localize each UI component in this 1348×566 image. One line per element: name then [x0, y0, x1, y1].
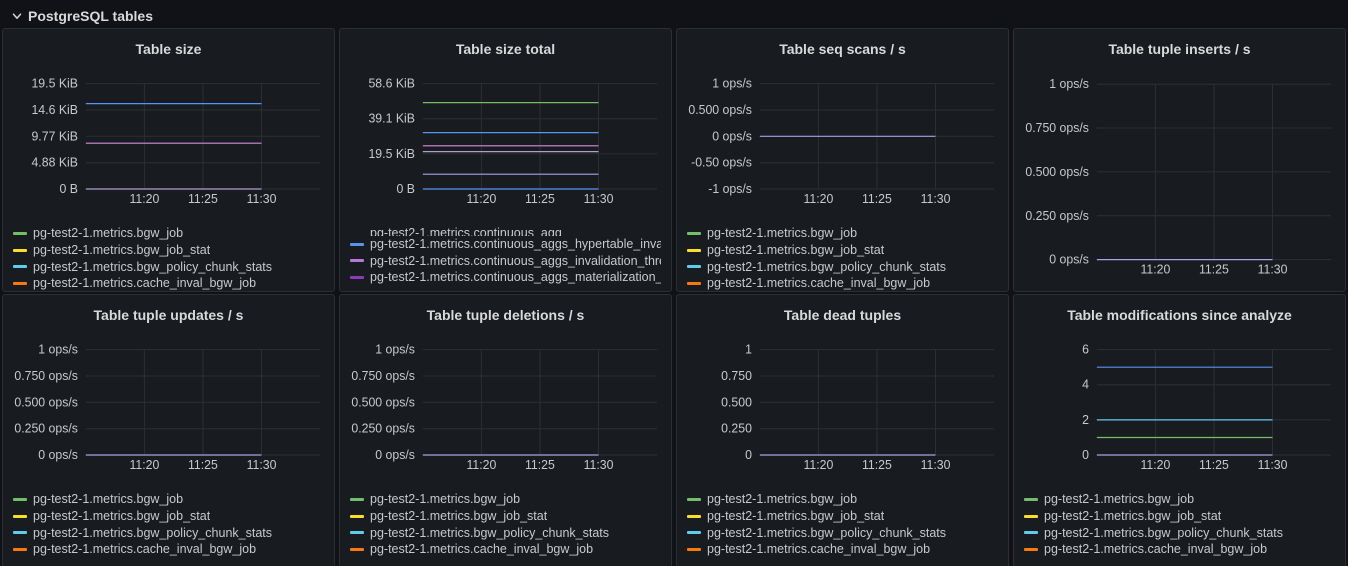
svg-text:0 ops/s: 0 ops/s	[38, 448, 78, 462]
svg-text:19.5 KiB: 19.5 KiB	[368, 147, 414, 161]
svg-text:11:25: 11:25	[525, 192, 555, 206]
svg-text:1 ops/s: 1 ops/s	[712, 77, 752, 91]
svg-text:0: 0	[745, 448, 752, 462]
svg-text:11:25: 11:25	[862, 192, 892, 206]
svg-text:0.500: 0.500	[721, 395, 752, 409]
svg-text:11:25: 11:25	[188, 192, 218, 206]
svg-text:11:25: 11:25	[1199, 263, 1229, 277]
svg-text:14.6 KiB: 14.6 KiB	[31, 103, 77, 117]
svg-text:0 B: 0 B	[396, 182, 414, 196]
svg-text:11:25: 11:25	[188, 458, 218, 472]
svg-text:11:25: 11:25	[862, 458, 892, 472]
svg-text:11:20: 11:20	[129, 192, 159, 206]
svg-text:0.750 ops/s: 0.750 ops/s	[14, 369, 78, 383]
svg-text:0 ops/s: 0 ops/s	[1049, 253, 1089, 267]
svg-text:11:20: 11:20	[466, 458, 496, 472]
svg-text:11:20: 11:20	[466, 192, 496, 206]
svg-text:11:25: 11:25	[1199, 458, 1229, 472]
svg-text:0.750: 0.750	[721, 369, 752, 383]
svg-text:58.6 KiB: 58.6 KiB	[368, 77, 414, 91]
svg-text:-1 ops/s: -1 ops/s	[708, 182, 752, 196]
svg-text:0 B: 0 B	[59, 182, 77, 196]
svg-text:0.750 ops/s: 0.750 ops/s	[351, 369, 415, 383]
svg-text:11:30: 11:30	[921, 192, 951, 206]
svg-text:11:30: 11:30	[247, 192, 277, 206]
svg-text:1 ops/s: 1 ops/s	[38, 343, 78, 357]
svg-text:0.250 ops/s: 0.250 ops/s	[351, 422, 415, 436]
svg-text:0 ops/s: 0 ops/s	[712, 129, 752, 143]
svg-text:39.1 KiB: 39.1 KiB	[368, 112, 414, 126]
svg-text:11:20: 11:20	[1140, 458, 1170, 472]
svg-text:-0.50 ops/s: -0.50 ops/s	[691, 156, 752, 170]
svg-text:0: 0	[1082, 448, 1089, 462]
svg-text:1 ops/s: 1 ops/s	[375, 343, 415, 357]
svg-text:11:30: 11:30	[584, 458, 614, 472]
svg-text:0.500 ops/s: 0.500 ops/s	[14, 395, 78, 409]
svg-text:6: 6	[1082, 343, 1089, 357]
svg-text:0.750 ops/s: 0.750 ops/s	[1025, 121, 1089, 135]
svg-text:11:30: 11:30	[584, 192, 614, 206]
svg-text:0.250 ops/s: 0.250 ops/s	[14, 422, 78, 436]
svg-text:0.500 ops/s: 0.500 ops/s	[351, 395, 415, 409]
svg-text:11:30: 11:30	[921, 458, 951, 472]
svg-text:11:30: 11:30	[247, 458, 277, 472]
svg-text:0.500 ops/s: 0.500 ops/s	[1025, 165, 1089, 179]
svg-text:11:20: 11:20	[803, 192, 833, 206]
svg-text:11:20: 11:20	[1140, 263, 1170, 277]
svg-text:1: 1	[745, 343, 752, 357]
svg-text:11:25: 11:25	[525, 458, 555, 472]
svg-text:0.500 ops/s: 0.500 ops/s	[688, 103, 752, 117]
svg-text:19.5 KiB: 19.5 KiB	[31, 77, 77, 91]
svg-text:1 ops/s: 1 ops/s	[1049, 77, 1089, 91]
svg-text:11:20: 11:20	[129, 458, 159, 472]
svg-text:11:30: 11:30	[1258, 458, 1288, 472]
svg-text:2: 2	[1082, 413, 1089, 427]
svg-text:0.250: 0.250	[721, 422, 752, 436]
svg-text:9.77 KiB: 9.77 KiB	[31, 129, 77, 143]
svg-text:0.250 ops/s: 0.250 ops/s	[1025, 209, 1089, 223]
svg-text:11:30: 11:30	[1258, 263, 1288, 277]
svg-text:4.88 KiB: 4.88 KiB	[31, 156, 77, 170]
svg-text:4: 4	[1082, 378, 1089, 392]
svg-text:11:20: 11:20	[803, 458, 833, 472]
svg-text:0 ops/s: 0 ops/s	[375, 448, 415, 462]
